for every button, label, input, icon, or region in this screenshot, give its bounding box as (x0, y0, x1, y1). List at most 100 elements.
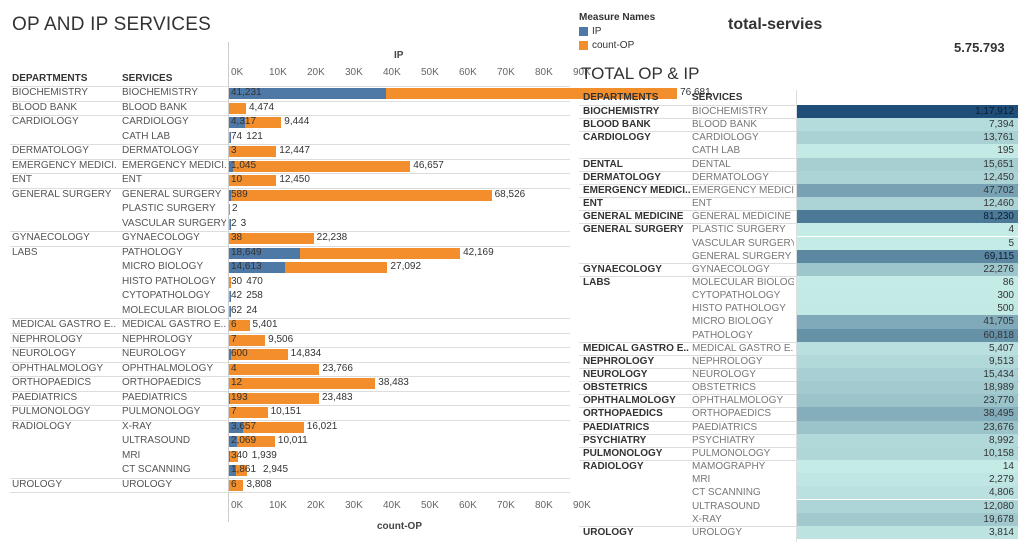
bar-count-op[interactable] (229, 102, 246, 114)
bar-count-op[interactable] (229, 479, 244, 491)
heat-value-cell[interactable]: 300 (797, 289, 1018, 303)
heat-department-label: BIOCHEMISTRY (583, 106, 660, 117)
right-departments-header: DEPARTMENTS (583, 92, 659, 103)
bar-count-op[interactable] (284, 262, 388, 273)
bar-ip-label: 1,045 (231, 159, 257, 171)
heat-value-cell[interactable]: 4 (797, 223, 1018, 237)
bar-count-op[interactable] (231, 349, 288, 360)
heat-value-cell[interactable]: 86 (797, 275, 1018, 290)
bar-count-op[interactable] (385, 88, 678, 99)
heat-value-cell[interactable]: 5 (797, 236, 1018, 250)
bar-count-op[interactable] (231, 189, 492, 201)
bar-ip[interactable] (229, 88, 386, 99)
chart-axis-line (228, 42, 229, 522)
heat-value-cell[interactable]: 15,434 (797, 368, 1018, 382)
bar-ip[interactable] (229, 436, 237, 447)
bar-ip[interactable] (229, 160, 233, 172)
bar-count-op[interactable] (229, 291, 231, 302)
heat-value-cell[interactable]: 8,992 (797, 433, 1018, 447)
bar-ip-label: 30 (231, 275, 243, 287)
heat-value-cell[interactable]: 7,394 (797, 118, 1018, 132)
heat-value-cell[interactable]: 3,814 (797, 525, 1018, 539)
bar-count-op[interactable] (229, 392, 319, 404)
bar-count-op[interactable] (229, 218, 230, 230)
heat-value-cell[interactable]: 9,513 (797, 354, 1018, 368)
department-label: UROLOGY (12, 478, 63, 490)
heat-value-cell[interactable]: 13,761 (797, 131, 1018, 145)
bar-count-op[interactable] (242, 421, 304, 433)
heat-value-cell[interactable]: 195 (797, 144, 1018, 158)
heat-value-cell[interactable]: 38,495 (797, 407, 1018, 421)
heat-value-cell[interactable]: 23,770 (797, 394, 1018, 408)
department-label: DERMATOLOGY (12, 145, 89, 156)
heat-value-cell[interactable]: 22,276 (797, 262, 1018, 276)
top-tick-label: 30K (345, 67, 363, 78)
heat-service-label: ENT (692, 198, 712, 210)
bar-count-op[interactable] (232, 160, 411, 172)
heat-value-cell[interactable]: 19,678 (797, 512, 1018, 526)
bar-count-op[interactable] (229, 175, 277, 186)
heat-value-cell[interactable]: 2,279 (797, 473, 1018, 487)
row-group-separator (10, 390, 570, 392)
heat-value-cell[interactable]: 18,989 (797, 381, 1018, 395)
bar-ip[interactable] (229, 189, 232, 201)
row-group-separator (10, 318, 570, 319)
bar-count-op[interactable] (230, 450, 238, 462)
bar-count-op[interactable] (299, 247, 461, 259)
bar-ip[interactable] (229, 117, 246, 128)
heat-value-cell[interactable]: 12,460 (797, 197, 1018, 211)
bar-ip-label: 589 (231, 188, 248, 200)
bar-count-op[interactable] (229, 233, 314, 244)
heat-value-cell[interactable]: 10,158 (797, 446, 1018, 461)
bar-count-op[interactable] (236, 465, 248, 476)
legend-item-count-op[interactable]: count-OP (579, 40, 634, 51)
department-label: ENT (12, 174, 32, 185)
heat-value-cell[interactable]: 60,818 (797, 328, 1018, 342)
heat-value-cell[interactable]: 1,17,912 (797, 105, 1018, 119)
heat-value-cell[interactable]: 41,705 (797, 315, 1018, 329)
bottom-tick-label: 40K (383, 500, 401, 511)
heat-service-label: DENTAL (692, 158, 731, 170)
bar-count-op[interactable] (229, 204, 230, 215)
heat-value-cell[interactable]: 23,676 (797, 420, 1018, 434)
bar-count-op[interactable] (229, 378, 376, 389)
bar-count-op[interactable] (229, 146, 277, 157)
bar-count-op[interactable] (229, 320, 250, 331)
heat-value-cell[interactable]: 15,651 (797, 157, 1018, 171)
bar-count-op[interactable] (229, 334, 266, 346)
heat-service-label: CARDIOLOGY (692, 132, 759, 144)
heat-value-cell[interactable]: 47,702 (797, 183, 1018, 198)
bar-count-op[interactable] (245, 117, 282, 128)
bar-count-op[interactable] (236, 436, 275, 447)
bar-count-op[interactable] (229, 131, 231, 143)
heat-value-cell[interactable]: 81,230 (797, 210, 1018, 224)
bar-count-op-label: 121 (246, 130, 263, 142)
bar-ip-label: 4 (231, 362, 237, 374)
heat-value-cell[interactable]: 500 (797, 302, 1018, 316)
heat-value-cell[interactable]: 4,806 (797, 486, 1018, 500)
bar-count-op[interactable] (229, 407, 268, 418)
bar-ip[interactable] (229, 247, 300, 259)
bar-count-op[interactable] (229, 276, 231, 288)
bar-count-op[interactable] (229, 363, 320, 375)
bar-ip[interactable] (229, 349, 232, 360)
heat-value-cell[interactable]: 14 (797, 460, 1018, 474)
bar-ip[interactable] (229, 465, 237, 476)
heat-value-cell[interactable]: 5,407 (797, 341, 1018, 355)
heat-value-cell[interactable]: 12,080 (797, 499, 1018, 513)
heat-service-label: NEPHROLOGY (692, 355, 763, 367)
service-label: MEDICAL GASTRO E.. (122, 319, 226, 330)
heat-department-label: UROLOGY (583, 526, 634, 538)
legend-item-ip[interactable]: IP (579, 26, 601, 37)
bar-ip[interactable] (229, 450, 231, 462)
heat-value-cell[interactable]: 69,115 (797, 249, 1018, 263)
bar-count-op[interactable] (229, 305, 231, 317)
bar-ip[interactable] (229, 262, 285, 273)
heat-value-cell[interactable]: 12,450 (797, 170, 1018, 184)
bar-ip-label: 41,231 (231, 87, 262, 98)
department-label: PAEDIATRICS (12, 391, 78, 403)
bar-ip[interactable] (229, 421, 243, 433)
service-label: UROLOGY (122, 478, 173, 490)
bar-count-op-label: 10,151 (270, 406, 302, 417)
department-label: CARDIOLOGY (12, 116, 79, 127)
